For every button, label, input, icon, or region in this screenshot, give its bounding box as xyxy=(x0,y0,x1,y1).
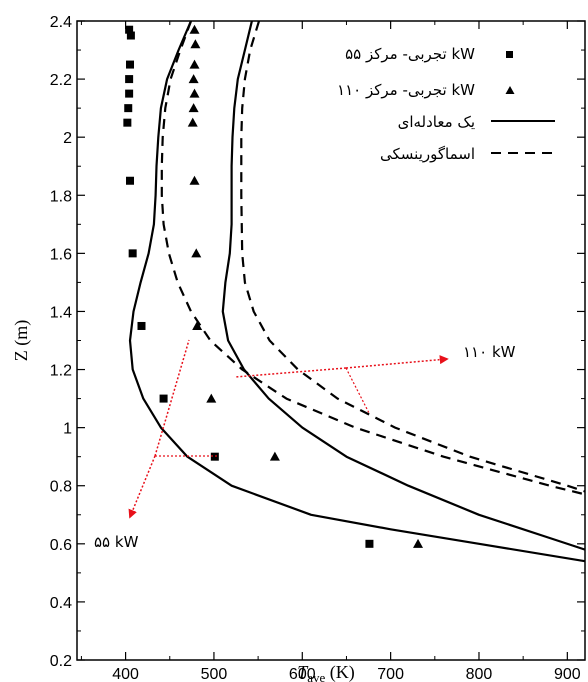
legend-label-smagorinsky: اسماگورینسکی xyxy=(380,145,475,163)
annotation-arrow-55kw-b xyxy=(128,455,156,519)
data-point-square xyxy=(124,104,133,113)
x-axis-title-unit: (K) xyxy=(325,662,355,682)
data-point-triangle xyxy=(189,59,200,69)
annotation-arrow-55kw-a xyxy=(154,339,190,457)
y-tick-label: 1.8 xyxy=(50,188,72,205)
y-tick-label: 2 xyxy=(63,130,72,147)
data-point-square xyxy=(126,60,135,69)
x-axis-title-main: T xyxy=(297,662,309,682)
y-tick-label: 2.2 xyxy=(50,72,72,89)
data-point-triangle xyxy=(191,248,202,258)
series-3-curve-1 xyxy=(240,21,585,493)
annotation-arrow-110kw-b xyxy=(234,367,347,378)
x-tick-label: 400 xyxy=(112,666,139,682)
legend-marker-square xyxy=(506,51,513,58)
legend-label-one-equation: یک معادله‌ای xyxy=(398,113,475,131)
x-axis-title-sub: ave xyxy=(307,670,325,682)
legend: تجربی- مرکز ۵۵ kW تجربی- مرکز ۱۱۰ kW یک … xyxy=(337,45,555,163)
annotations: ۱۱۰ kW ۵۵ kW xyxy=(94,339,516,551)
data-point-triangle xyxy=(188,103,199,113)
series-2-curve-1 xyxy=(221,21,585,551)
data-point-square xyxy=(126,176,135,185)
data-point-square xyxy=(159,394,168,403)
data-point-square xyxy=(365,539,374,548)
y-tick-label: 1.6 xyxy=(50,246,72,263)
annotation-55kw-label: ۵۵ kW xyxy=(94,533,139,551)
plot-series xyxy=(123,21,585,563)
data-point-triangle xyxy=(189,175,200,185)
data-point-triangle xyxy=(187,117,198,127)
y-tick-label: 1.2 xyxy=(50,363,72,380)
data-point-square xyxy=(210,452,219,461)
data-point-square xyxy=(125,89,134,98)
y-tick-label: 0.2 xyxy=(50,653,72,670)
data-point-square xyxy=(137,321,146,330)
y-tick-label: 1 xyxy=(63,421,72,438)
axes: 400 500 600 700 800 900 0.2 0.4 0.6 0.8 1 1.2 1.4 1.6… xyxy=(11,14,585,682)
data-point-triangle xyxy=(189,88,200,98)
y-tick-label: 0.6 xyxy=(50,537,72,554)
data-point-square xyxy=(125,25,134,34)
legend-label-55kw-experiment: تجربی- مرکز ۵۵ kW xyxy=(345,45,475,63)
data-point-triangle xyxy=(413,538,424,548)
x-tick-label: 600 xyxy=(289,666,316,682)
y-tick-label: 1.4 xyxy=(50,304,72,321)
data-point-triangle xyxy=(190,39,201,49)
y-axis-title: Z (m) xyxy=(11,320,32,361)
annotation-arrow-110kw-a xyxy=(345,355,449,369)
x-tick-label: 900 xyxy=(554,666,581,682)
legend-label-110kw-experiment: تجربی- مرکز ۱۱۰ kW xyxy=(337,81,475,99)
x-axis-title: Tave (K) xyxy=(297,662,355,682)
plot-frame xyxy=(76,20,586,661)
data-point-triangle xyxy=(189,24,200,34)
x-tick-label: 500 xyxy=(201,666,228,682)
data-point-triangle xyxy=(188,74,199,84)
y-tick-label: 2.4 xyxy=(50,14,72,31)
legend-marker-triangle xyxy=(505,86,515,94)
data-point-triangle xyxy=(269,451,280,461)
y-tick-label: 0.8 xyxy=(50,479,72,496)
annotation-guide-110kw xyxy=(345,367,370,414)
annotation-110kw-label: ۱۱۰ kW xyxy=(463,343,516,361)
x-tick-label: 700 xyxy=(377,666,404,682)
y-tick-label: 0.4 xyxy=(50,595,72,612)
x-tick-label: 800 xyxy=(466,666,493,682)
data-point-square xyxy=(128,249,137,258)
data-point-triangle xyxy=(192,320,203,330)
series-3-curve-0 xyxy=(160,21,585,496)
data-point-square xyxy=(126,31,135,40)
data-point-square xyxy=(123,118,132,127)
series-2-curve-0 xyxy=(128,21,585,563)
data-point-triangle xyxy=(206,393,217,403)
data-point-square xyxy=(125,75,134,84)
